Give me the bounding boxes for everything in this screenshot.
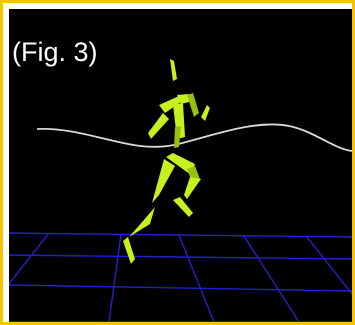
- skeleton-shin-right: [184, 177, 201, 199]
- grid-line-depth: [178, 234, 215, 322]
- skeleton-foot-right: [173, 197, 193, 217]
- trajectory-curve: [36, 123, 352, 152]
- skeleton-shin-left: [129, 207, 155, 237]
- grid-line-depth: [243, 235, 300, 322]
- grid-line-depth: [306, 236, 352, 295]
- skeleton-thigh-left: [152, 159, 175, 203]
- skeleton-upper-arm-right: [187, 93, 199, 117]
- render-viewport: (Fig. 3): [9, 9, 352, 322]
- scene-canvas: [9, 59, 352, 322]
- grid-line-horizontal: [9, 254, 352, 260]
- skeleton-foot-left: [123, 237, 135, 264]
- grid-line-depth: [9, 232, 50, 285]
- grid-line-depth: [108, 233, 122, 322]
- figure-label: (Fig. 3): [12, 37, 98, 67]
- grid-line-horizontal: [9, 232, 352, 238]
- skeleton-thigh-right: [187, 166, 200, 182]
- skeleton-forearm-right: [201, 105, 210, 121]
- grid-line-horizontal: [9, 284, 352, 292]
- skeleton-head: [170, 59, 177, 81]
- motion-capture-skeleton: [123, 59, 210, 264]
- skeleton-upper-arm-left: [148, 113, 169, 139]
- skeleton-spine-lower: [174, 126, 181, 148]
- floor-grid: [9, 232, 352, 322]
- skeleton-shoulder-left: [159, 96, 181, 113]
